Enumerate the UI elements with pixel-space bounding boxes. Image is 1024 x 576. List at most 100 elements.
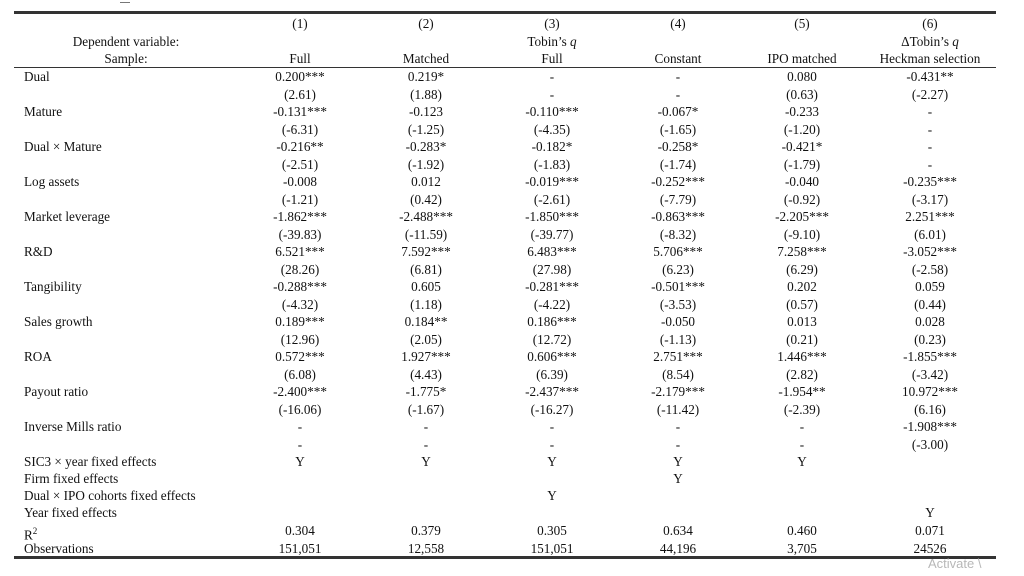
fixed-effect-label: Dual × IPO cohorts fixed effects — [24, 488, 196, 503]
t-stat-cell: (6.81) — [410, 261, 442, 277]
coefficient-cell: - — [297, 419, 303, 434]
fixed-effect-label: Year fixed effects — [24, 505, 117, 520]
t-stat-cell: (27.98) — [532, 261, 572, 277]
dependent-variable-col6: ΔTobin’s q — [901, 34, 959, 49]
coefficient-cell: -0.431** — [906, 69, 954, 84]
fixed-effect-indicator: Y — [673, 471, 683, 486]
coefficient-cell: 0.012 — [411, 174, 441, 189]
t-stat-cell: (2.61) — [284, 86, 316, 102]
bottom-rule — [14, 556, 996, 559]
coefficient-cell: 10.972*** — [901, 384, 959, 399]
t-stat-cell: (12.72) — [532, 331, 572, 347]
activate-watermark: Activate \ — [928, 556, 982, 571]
statistic-cell: 44,196 — [659, 540, 697, 556]
statistic-cell: 3,705 — [787, 540, 817, 556]
coefficient-cell: 2.251*** — [905, 209, 955, 224]
coefficient-cell: 0.186*** — [527, 314, 577, 329]
sample-col4: Constant — [654, 51, 702, 66]
coefficient-cell: 6.521*** — [275, 244, 325, 259]
statistic-cell: 24526 — [913, 540, 947, 556]
t-stat-cell: (-8.32) — [659, 226, 697, 242]
coefficient-cell: -0.233 — [784, 104, 820, 119]
t-stat-cell: (2.82) — [786, 366, 818, 382]
coefficient-cell: 0.605 — [411, 279, 441, 294]
t-stat-cell: (28.26) — [280, 261, 320, 277]
row-label: Payout ratio — [24, 384, 89, 399]
statistic-cell: 0.634 — [663, 523, 693, 538]
t-stat-cell: (8.54) — [662, 366, 694, 382]
column-number-4: (4) — [670, 16, 686, 31]
t-stat-cell: (-1.65) — [659, 121, 697, 137]
coefficient-cell: 0.080 — [787, 69, 817, 84]
coefficient-cell: -1.855*** — [903, 349, 957, 364]
t-stat-cell: (-39.83) — [278, 226, 322, 242]
t-stat-cell: (-1.13) — [659, 331, 697, 347]
row-label: R&D — [24, 244, 53, 259]
coefficient-cell: -0.283* — [405, 139, 447, 154]
t-stat-cell: (-1.83) — [533, 156, 571, 172]
coefficient-cell: -0.050 — [660, 314, 696, 329]
t-stat-cell: (-1.21) — [281, 191, 319, 207]
column-number-1: (1) — [292, 16, 308, 31]
coefficient-cell: - — [549, 69, 555, 84]
coefficient-cell: 5.706*** — [653, 244, 703, 259]
t-stat-cell: (2.05) — [410, 331, 442, 347]
t-stat-cell: (-39.77) — [530, 226, 574, 242]
coefficient-cell: 6.483*** — [527, 244, 577, 259]
sample-col3: Full — [541, 51, 563, 66]
t-stat-cell: (0.57) — [786, 296, 818, 312]
coefficient-cell: 0.059 — [915, 279, 945, 294]
coefficient-cell: -0.281*** — [525, 279, 579, 294]
t-stat-cell: (6.01) — [914, 226, 946, 242]
header-rule — [14, 67, 996, 68]
statistic-cell: 151,051 — [530, 540, 574, 556]
t-stat-cell: (-9.10) — [783, 226, 821, 242]
t-stat-cell: (-11.59) — [404, 226, 448, 242]
t-stat-cell: (0.63) — [786, 86, 818, 102]
t-stat-cell: - — [799, 436, 805, 452]
coefficient-cell: - — [675, 419, 681, 434]
t-stat-cell: - — [423, 436, 429, 452]
t-stat-cell: (-11.42) — [656, 401, 700, 417]
coefficient-cell: -1.954** — [778, 384, 826, 399]
t-stat-cell: (-2.51) — [281, 156, 319, 172]
t-stat-cell: (-1.67) — [407, 401, 445, 417]
coefficient-cell: -0.501*** — [651, 279, 705, 294]
t-stat-cell: - — [549, 86, 555, 102]
coefficient-cell: -0.110*** — [525, 104, 579, 119]
t-stat-cell: (-3.42) — [911, 366, 949, 382]
coefficient-cell: - — [927, 104, 933, 119]
t-stat-cell: (12.96) — [280, 331, 320, 347]
coefficient-cell: -0.863*** — [651, 209, 705, 224]
statistic-cell: 0.304 — [285, 523, 315, 538]
fixed-effect-indicator: Y — [547, 454, 557, 469]
coefficient-cell: -2.400*** — [273, 384, 327, 399]
column-number-5: (5) — [794, 16, 810, 31]
statistic-cell: 12,558 — [407, 540, 445, 556]
coefficient-cell: 0.184** — [404, 314, 448, 329]
row-label: Inverse Mills ratio — [24, 419, 122, 434]
t-stat-cell: (-4.22) — [533, 296, 571, 312]
top-rule — [14, 11, 996, 14]
fixed-effect-indicator: Y — [421, 454, 431, 469]
coefficient-cell: 1.927*** — [401, 349, 451, 364]
fixed-effect-label: SIC3 × year fixed effects — [24, 454, 157, 469]
row-label: Dual × Mature — [24, 139, 102, 154]
row-label: Tangibility — [24, 279, 82, 294]
coefficient-cell: 0.028 — [915, 314, 945, 329]
coefficient-cell: 0.200*** — [275, 69, 325, 84]
coefficient-cell: -2.488*** — [399, 209, 453, 224]
sample-col6: Heckman selection — [879, 51, 981, 66]
coefficient-cell: -1.850*** — [525, 209, 579, 224]
fixed-effect-indicator: Y — [797, 454, 807, 469]
row-label: ROA — [24, 349, 52, 364]
coefficient-cell: -0.288*** — [273, 279, 327, 294]
coefficient-cell: -0.019*** — [525, 174, 579, 189]
t-stat-cell: (-2.27) — [911, 86, 949, 102]
fixed-effect-indicator: Y — [547, 488, 557, 503]
t-stat-cell: - — [549, 436, 555, 452]
statistic-label: Observations — [24, 540, 94, 556]
sample-col1: Full — [289, 51, 311, 66]
coefficient-cell: 0.202 — [787, 279, 817, 294]
